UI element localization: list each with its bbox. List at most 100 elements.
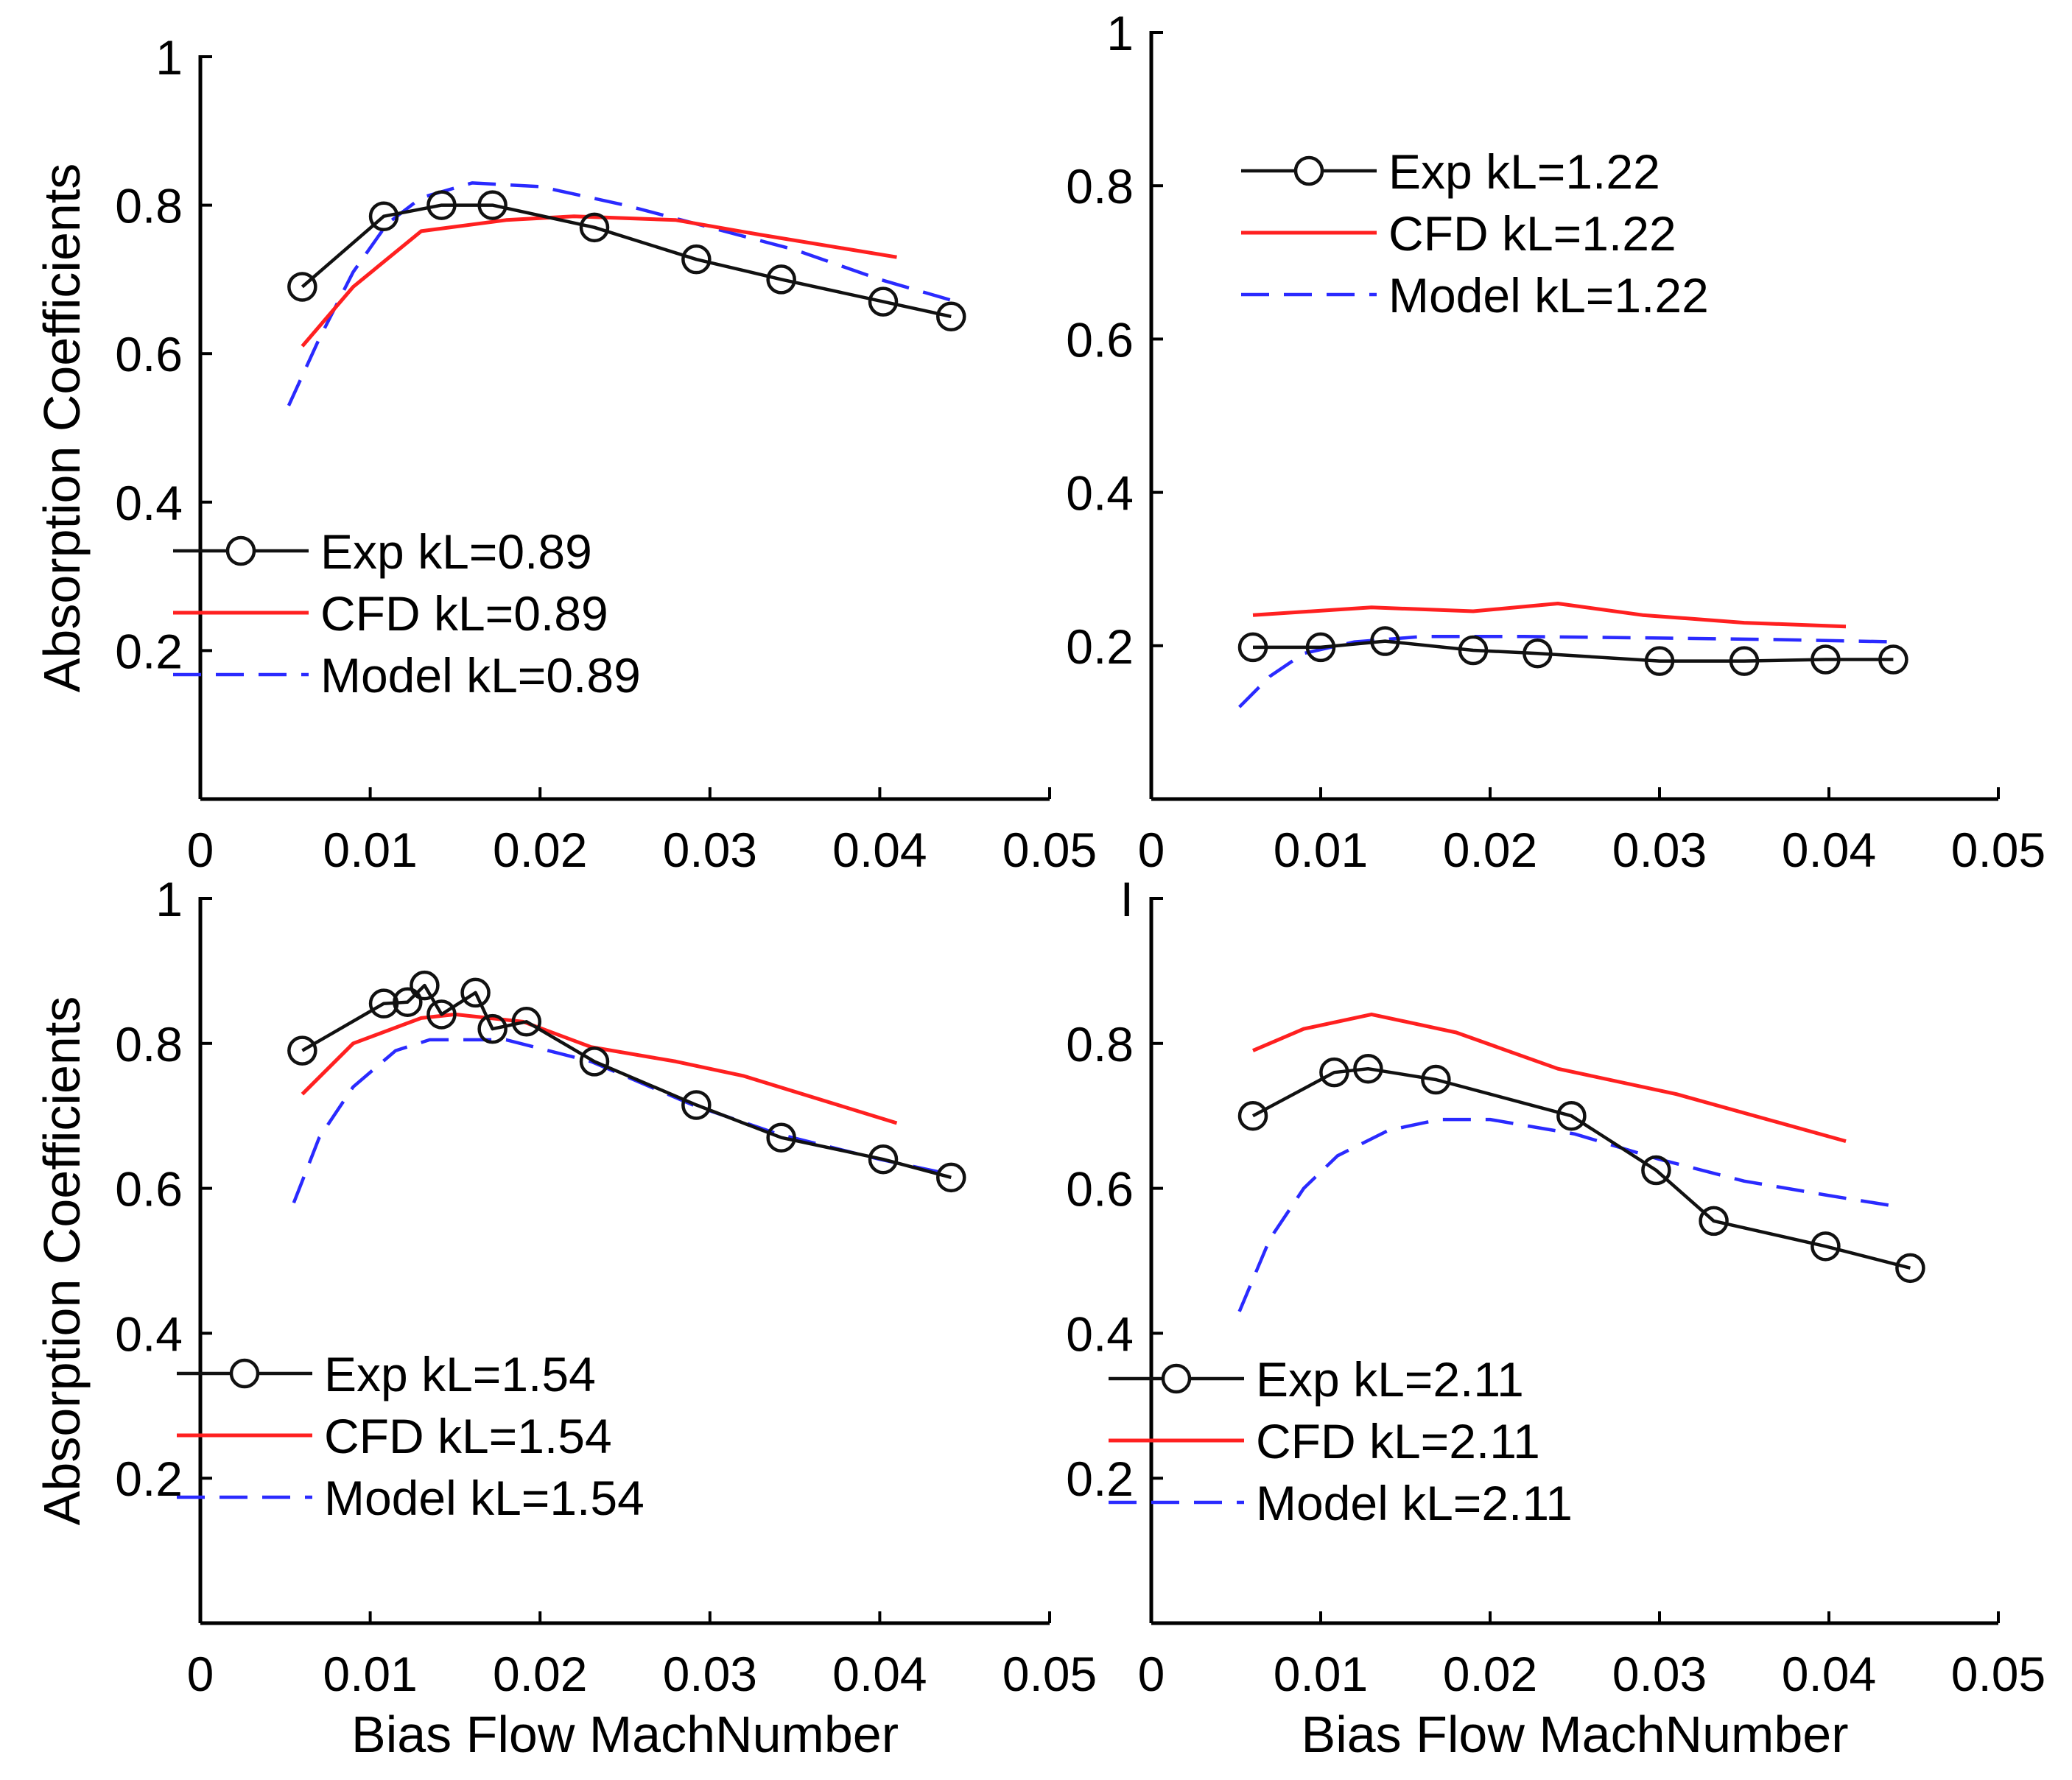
y-tick-label: 0.6 bbox=[115, 1162, 183, 1217]
exp-data-point bbox=[1237, 632, 1268, 663]
x-tick-label: 0.05 bbox=[1951, 1647, 2045, 1701]
exp-data-point bbox=[410, 970, 440, 1001]
exp-data-point bbox=[936, 301, 966, 332]
y-tick-label: 0.2 bbox=[1066, 1452, 1134, 1506]
x-tick-label: 0.04 bbox=[832, 1647, 927, 1701]
chart-panel-bottom-right: 0 0.01 0.02 0.03 0.04 0.05 0.2 0.4 0.6 0.8 I Bias F… bbox=[1066, 872, 2045, 1763]
exp-data-point bbox=[1370, 626, 1400, 656]
x-axis-title: Bias Flow MachNumber bbox=[351, 1706, 899, 1763]
legend-label: Exp kL=1.54 bbox=[324, 1347, 596, 1401]
y-tick-label: 0.6 bbox=[1066, 312, 1134, 367]
x-tick-label: 0 bbox=[187, 1647, 214, 1701]
legend-label: Model kL=1.54 bbox=[324, 1471, 645, 1525]
series-line-cfd bbox=[1252, 602, 1847, 629]
y-tick-label: 1 bbox=[1106, 6, 1134, 60]
x-tick-label: 0.05 bbox=[1951, 823, 2045, 877]
y-tick-label: 0.4 bbox=[115, 1306, 183, 1361]
x-tick-label: 0.03 bbox=[1612, 1647, 1707, 1701]
y-tick-label: 0.6 bbox=[115, 327, 183, 381]
exp-data-point bbox=[868, 286, 899, 317]
exp-data-point bbox=[1811, 1231, 1841, 1262]
chart-panel-top-left: 0 0.01 0.02 0.03 0.04 0.05 0.2 0.4 0.6 0.8 1 Absorp… bbox=[33, 30, 1097, 877]
y-tick-label: 0.6 bbox=[1066, 1162, 1134, 1217]
x-tick-label: 0.02 bbox=[1443, 1647, 1537, 1701]
x-tick-label: 0.05 bbox=[1002, 1647, 1097, 1701]
y-tick-label: 0.8 bbox=[115, 1017, 183, 1072]
exp-data-point bbox=[868, 1144, 899, 1175]
x-tick-label: 0.01 bbox=[1274, 823, 1368, 877]
y-axis-title: Absorption Coefficients bbox=[33, 163, 91, 693]
x-tick-label: 0.03 bbox=[663, 1647, 757, 1701]
exp-data-point bbox=[766, 264, 796, 295]
exp-data-point bbox=[1641, 1155, 1671, 1186]
exp-data-point bbox=[681, 244, 712, 275]
x-tick-label: 0.04 bbox=[1782, 1647, 1876, 1701]
series-line-cfd bbox=[301, 1012, 898, 1125]
y-tick-label: 0.4 bbox=[115, 476, 183, 530]
legend-marker bbox=[1161, 1363, 1192, 1394]
y-tick-label: 0.2 bbox=[1066, 619, 1134, 674]
legend-label: CFD kL=0.89 bbox=[320, 586, 608, 641]
y-tick-label: 1 bbox=[155, 30, 183, 85]
legend-label: CFD kL=2.11 bbox=[1256, 1414, 1540, 1468]
x-axis-title: Bias Flow MachNumber bbox=[1302, 1706, 1849, 1763]
x-tick-label: 0.02 bbox=[493, 823, 587, 877]
exp-data-point bbox=[1729, 646, 1760, 676]
exp-data-point bbox=[936, 1162, 966, 1193]
series-line-exp bbox=[1251, 1066, 1911, 1270]
y-tick-label: 0.8 bbox=[1066, 1017, 1134, 1072]
exp-data-point bbox=[287, 272, 317, 302]
exp-data-point bbox=[1523, 638, 1553, 669]
series-line-model bbox=[292, 1038, 949, 1204]
x-tick-label: 0.01 bbox=[323, 1647, 417, 1701]
exp-data-point bbox=[1305, 632, 1336, 663]
legend: Exp kL=2.11 CFD kL=2.11 Model kL=2.11 bbox=[1109, 1352, 1573, 1530]
exp-data-point bbox=[477, 1013, 508, 1044]
x-tick-label: 0 bbox=[1138, 1647, 1165, 1701]
x-tick-label: 0.04 bbox=[1782, 823, 1876, 877]
exp-data-point bbox=[368, 201, 399, 231]
y-tick-label: 0.4 bbox=[1066, 1306, 1134, 1361]
exp-data-point bbox=[1895, 1253, 1925, 1284]
legend-marker bbox=[225, 535, 256, 566]
exp-data-point bbox=[1878, 644, 1908, 675]
series-line-model bbox=[287, 181, 957, 407]
legend-label: Model kL=2.11 bbox=[1256, 1476, 1573, 1530]
chart-panel-top-right: 0 0.01 0.02 0.03 0.04 0.05 0.2 0.4 0.6 0.8 1 Exp kL… bbox=[1066, 6, 2045, 877]
x-tick-label: 0.05 bbox=[1002, 823, 1097, 877]
legend: Exp kL=1.54 CFD kL=1.54 Model kL=1.54 bbox=[177, 1347, 645, 1525]
exp-data-point bbox=[1237, 1100, 1268, 1131]
exp-data-point bbox=[681, 1090, 712, 1120]
series-line-cfd bbox=[301, 214, 897, 348]
x-tick-label: 0 bbox=[187, 823, 214, 877]
exp-data-point bbox=[287, 1035, 317, 1066]
series-line-model bbox=[1238, 635, 1897, 708]
legend-label: CFD kL=1.54 bbox=[324, 1409, 612, 1463]
legend-marker bbox=[1293, 155, 1324, 186]
exp-data-point bbox=[766, 1122, 796, 1153]
series-line-exp bbox=[301, 983, 952, 1179]
exp-data-point bbox=[1353, 1053, 1383, 1084]
y-tick-label: I bbox=[1120, 872, 1134, 926]
legend-label: Exp kL=2.11 bbox=[1256, 1352, 1524, 1407]
series-line-cfd bbox=[1252, 1012, 1847, 1144]
x-tick-label: 0 bbox=[1138, 823, 1165, 877]
exp-data-point bbox=[579, 212, 610, 243]
x-tick-label: 0.01 bbox=[1274, 1647, 1368, 1701]
exp-data-point bbox=[1811, 644, 1841, 675]
series-line-exp bbox=[301, 203, 952, 318]
exp-data-point bbox=[393, 987, 423, 1017]
x-tick-label: 0.03 bbox=[1612, 823, 1707, 877]
y-tick-label: 0.2 bbox=[115, 624, 183, 678]
y-tick-label: 0.8 bbox=[1066, 159, 1134, 214]
x-tick-label: 0.02 bbox=[1443, 823, 1537, 877]
y-tick-label: 1 bbox=[155, 872, 183, 926]
exp-data-point bbox=[1319, 1057, 1349, 1088]
x-tick-label: 0.04 bbox=[832, 823, 927, 877]
x-tick-label: 0.03 bbox=[663, 823, 757, 877]
exp-data-point bbox=[460, 977, 491, 1008]
legend-marker bbox=[229, 1358, 260, 1389]
y-tick-label: 0.8 bbox=[115, 179, 183, 233]
exp-data-point bbox=[1458, 635, 1489, 666]
